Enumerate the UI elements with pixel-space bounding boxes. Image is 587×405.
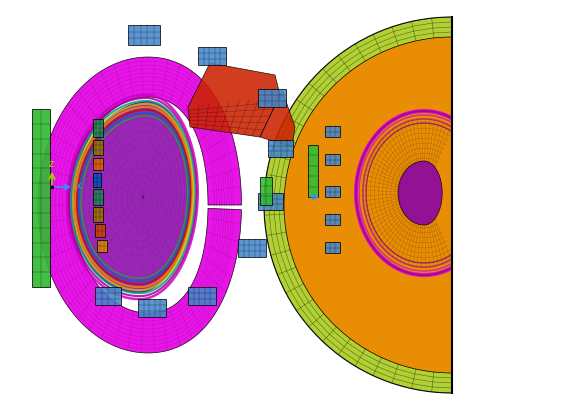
Bar bbox=[258, 193, 283, 210]
Polygon shape bbox=[38, 57, 241, 353]
Bar bbox=[128, 25, 160, 45]
Bar bbox=[295, 0, 587, 405]
Bar bbox=[198, 47, 226, 65]
Bar bbox=[258, 89, 286, 107]
Bar bbox=[325, 242, 340, 253]
Bar bbox=[93, 189, 103, 205]
Bar bbox=[268, 140, 293, 157]
Text: x: x bbox=[76, 181, 82, 191]
Bar bbox=[97, 240, 107, 252]
Bar bbox=[95, 224, 105, 237]
Bar bbox=[260, 177, 272, 205]
Bar bbox=[308, 145, 318, 197]
Bar bbox=[93, 173, 101, 187]
Bar bbox=[138, 299, 166, 317]
Wedge shape bbox=[284, 37, 452, 373]
Bar bbox=[0, 0, 295, 405]
Bar bbox=[95, 287, 121, 305]
Polygon shape bbox=[260, 90, 295, 147]
Polygon shape bbox=[398, 161, 442, 225]
Text: z: z bbox=[49, 159, 53, 169]
Bar bbox=[93, 207, 103, 222]
Bar bbox=[325, 154, 340, 165]
Bar bbox=[325, 126, 340, 137]
Bar bbox=[238, 239, 266, 257]
Polygon shape bbox=[188, 63, 280, 137]
Polygon shape bbox=[73, 102, 192, 292]
Bar bbox=[325, 186, 340, 197]
Bar bbox=[325, 214, 340, 225]
Bar bbox=[32, 109, 50, 287]
Bar bbox=[93, 119, 103, 137]
Bar bbox=[93, 158, 103, 170]
Bar bbox=[188, 287, 216, 305]
Bar bbox=[93, 140, 103, 155]
Wedge shape bbox=[264, 17, 452, 393]
